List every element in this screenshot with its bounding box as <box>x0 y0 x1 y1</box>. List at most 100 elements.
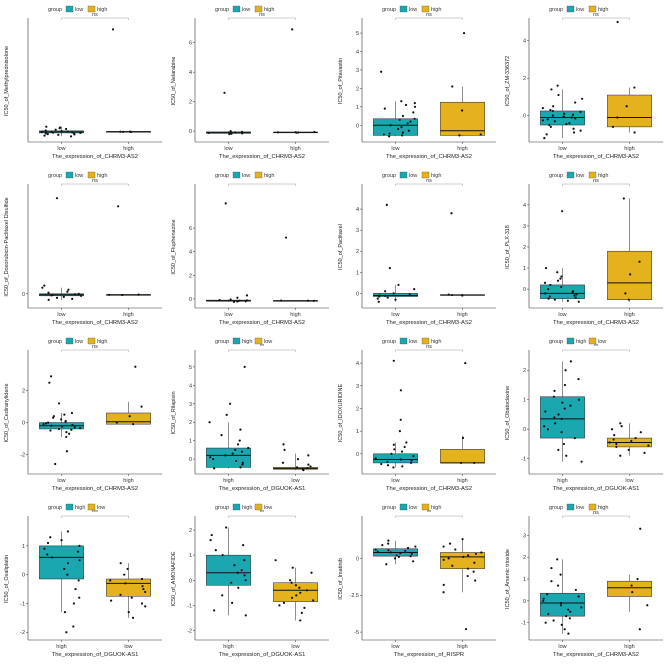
x-tick-label: high <box>624 644 634 650</box>
x-tick-label: low <box>124 644 132 650</box>
y-tick-label: 4 <box>523 39 526 45</box>
data-point <box>229 402 232 405</box>
x-axis-label: The_expression_of_RISPR <box>394 652 464 658</box>
points-low <box>541 84 584 140</box>
y-tick-label: -1 <box>187 603 192 609</box>
x-tick-label: high <box>123 146 133 152</box>
box-high <box>106 401 151 425</box>
data-point <box>115 421 118 424</box>
data-point <box>132 423 135 426</box>
x-tick-label: low <box>57 478 65 484</box>
data-point <box>224 454 227 457</box>
data-point <box>282 443 285 446</box>
data-point <box>405 441 408 444</box>
boxplot-panel: group low high 0 1 2 3 4 5 low high The_expression_… <box>338 5 496 160</box>
data-point <box>301 468 304 471</box>
y-tick-label: 1 <box>356 270 359 276</box>
data-point <box>124 582 127 585</box>
data-point <box>47 421 50 424</box>
y-tick-label: 4 <box>189 383 192 389</box>
data-point <box>560 417 563 420</box>
data-point <box>74 587 77 591</box>
y-tick-label: 0 <box>523 287 526 293</box>
data-point <box>462 555 465 558</box>
y-tick-label: 0 <box>22 292 25 298</box>
data-point <box>472 570 475 573</box>
data-point <box>560 275 563 278</box>
points-high <box>622 197 641 301</box>
data-point <box>395 554 398 557</box>
data-point <box>397 555 400 558</box>
data-point <box>643 451 646 454</box>
data-point <box>72 625 75 628</box>
x-tick-label: low <box>291 478 299 484</box>
y-tick-label: 3 <box>523 533 526 539</box>
data-point <box>144 605 147 608</box>
y-tick-label: 1 <box>189 439 192 445</box>
data-point <box>556 584 560 587</box>
y-tick-label: 0 <box>523 427 526 433</box>
box-iqr <box>206 447 251 468</box>
data-point <box>70 428 73 431</box>
data-point <box>611 125 615 128</box>
data-point <box>78 427 82 430</box>
box-high <box>540 361 585 462</box>
data-point <box>50 424 53 427</box>
data-point <box>466 574 469 578</box>
points-high <box>442 538 483 631</box>
y-tick-label: 0 <box>189 297 192 303</box>
data-point <box>480 551 483 554</box>
data-point <box>557 93 560 97</box>
legend: group low high <box>215 171 274 179</box>
data-point <box>542 599 545 602</box>
data-point <box>552 619 555 622</box>
x-axis-label: The_expression_of_DGUOK-AS1 <box>219 486 306 492</box>
y-axis-label: IC50_of_Fluphenazine <box>171 219 177 274</box>
data-point <box>213 467 216 470</box>
legend-label: high <box>576 339 586 345</box>
points-low <box>40 125 82 138</box>
legend: group low high <box>549 503 608 511</box>
data-point <box>128 130 132 133</box>
data-point <box>298 586 301 589</box>
y-tick-label: 2 <box>356 406 359 412</box>
data-point <box>68 432 71 435</box>
points-low <box>380 70 417 138</box>
box-iqr <box>440 449 485 464</box>
data-point <box>244 614 247 617</box>
data-point <box>66 290 69 293</box>
legend-swatch <box>232 503 241 511</box>
x-tick-label: high <box>290 312 300 318</box>
points-low <box>374 359 415 469</box>
y-tick-label: 0 <box>189 457 192 463</box>
box-high <box>106 294 151 296</box>
legend-label: low <box>75 173 83 179</box>
data-point <box>305 589 308 592</box>
data-point <box>299 619 302 622</box>
data-point <box>384 294 387 297</box>
data-point <box>615 445 618 449</box>
legend-label: high <box>242 339 252 345</box>
box-iqr <box>607 580 652 597</box>
data-point <box>399 552 402 555</box>
data-point <box>71 423 74 427</box>
data-point <box>399 458 402 461</box>
data-point <box>442 583 445 586</box>
y-axis-label: IC50_of_Methylprednisolone <box>4 46 10 116</box>
data-point <box>276 131 280 134</box>
data-point <box>401 131 404 134</box>
data-point <box>550 566 553 570</box>
significance-label: ns <box>593 178 599 184</box>
y-tick-label: -2 <box>20 452 25 458</box>
x-tick-label: low <box>224 146 232 152</box>
box-iqr <box>540 284 585 299</box>
legend-label: high <box>431 7 441 13</box>
box-high <box>607 198 652 302</box>
data-point <box>569 360 572 363</box>
x-tick-label: low <box>224 312 232 318</box>
data-point <box>630 439 633 443</box>
data-point <box>565 122 568 126</box>
data-point <box>382 133 385 136</box>
data-point <box>73 293 76 296</box>
boxplot-panel: group low high 0 2 4 6 low high The_expression_of… <box>171 5 329 160</box>
